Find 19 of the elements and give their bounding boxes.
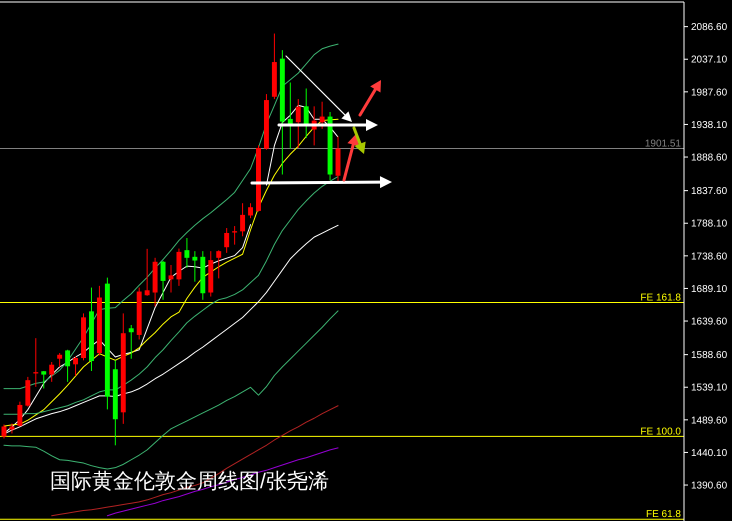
y-tick-label: 2037.10 [691, 54, 728, 66]
y-tick-label: 1689.10 [691, 284, 728, 295]
y-tick-label: 1837.60 [691, 186, 728, 198]
y-tick-label: 1888.60 [691, 152, 728, 164]
ref-line-label: 1901.51 [644, 138, 682, 150]
y-tick-label: 1440.10 [691, 448, 728, 459]
y-tick-label: 1938.10 [691, 120, 728, 131]
ref-line-label: FE 161.8 [640, 292, 682, 304]
y-tick-label: 1738.60 [691, 251, 728, 262]
y-tick-label: 1539.10 [691, 382, 728, 394]
y-tick-label: 1788.10 [691, 218, 728, 230]
y-tick-label: 1489.60 [691, 415, 728, 426]
y-tick-label: 1987.60 [691, 87, 728, 98]
ref-line-label: FE 100.0 [640, 426, 682, 438]
y-tick-label: 1639.60 [691, 316, 728, 328]
y-tick-label: 1588.60 [691, 350, 728, 362]
y-tick-label: 1390.60 [691, 480, 728, 492]
y-tick-label: 2086.60 [691, 22, 728, 34]
ref-line-label: FE 61.8 [646, 509, 682, 520]
